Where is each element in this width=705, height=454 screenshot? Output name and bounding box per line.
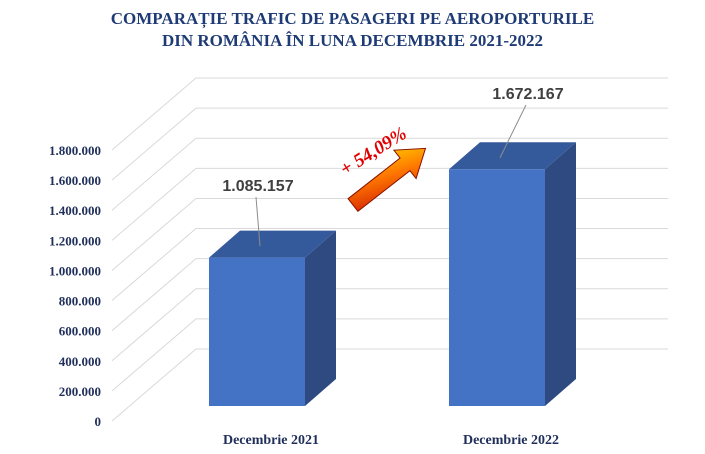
y-tick-label: 600.000 <box>59 324 101 339</box>
bar-top-face <box>449 142 576 170</box>
bar-side-face <box>545 142 576 406</box>
y-tick-label: 1.400.000 <box>49 203 101 218</box>
data-label: 1.085.157 <box>222 178 293 195</box>
bar-front-face <box>209 257 305 406</box>
x-axis-category-labels: Decembrie 2021 Decembrie 2022 <box>223 433 559 448</box>
gridline <box>111 137 668 211</box>
y-tick-label: 0 <box>95 414 102 429</box>
x-category-label: Decembrie 2021 <box>223 433 319 448</box>
chart-title: COMPARAȚIE TRAFIC DE PASAGERI PE AEROPOR… <box>0 8 705 52</box>
gridline <box>111 107 668 181</box>
y-tick-label: 1.000.000 <box>49 263 101 278</box>
data-label-leader-line <box>255 196 261 247</box>
data-label: 1.672.167 <box>492 86 563 103</box>
y-tick-label: 800.000 <box>59 294 101 309</box>
y-tick-label: 200.000 <box>59 384 101 399</box>
y-tick-label: 1.600.000 <box>49 173 101 188</box>
gridline <box>111 77 668 151</box>
gridline <box>111 318 668 392</box>
x-category-label: Decembrie 2022 <box>463 433 559 448</box>
growth-annotation: + 54,09% <box>337 123 427 213</box>
bars <box>209 142 576 406</box>
chart-title-line-2: DIN ROMÂNIA ÎN LUNA DECEMBRIE 2021-2022 <box>161 31 544 50</box>
bar-top-face <box>209 230 336 258</box>
data-labels: 1.085.157 1.672.167 <box>222 86 564 247</box>
bar-front-face <box>449 169 545 406</box>
growth-arrow-icon <box>347 147 427 213</box>
y-tick-label: 1.200.000 <box>49 233 101 248</box>
chart-title-line-1: COMPARAȚIE TRAFIC DE PASAGERI PE AEROPOR… <box>110 9 595 28</box>
y-tick-label: 1.800.000 <box>49 143 101 158</box>
data-label-leader-line <box>499 104 527 158</box>
bar <box>449 142 576 406</box>
y-axis-tick-labels: 0 200.000 400.000 600.000 800.000 1.000.000 1.… <box>49 143 101 429</box>
gridline <box>111 348 668 422</box>
bar-side-face <box>305 230 336 406</box>
y-tick-label: 400.000 <box>59 354 101 369</box>
bar <box>209 230 336 406</box>
